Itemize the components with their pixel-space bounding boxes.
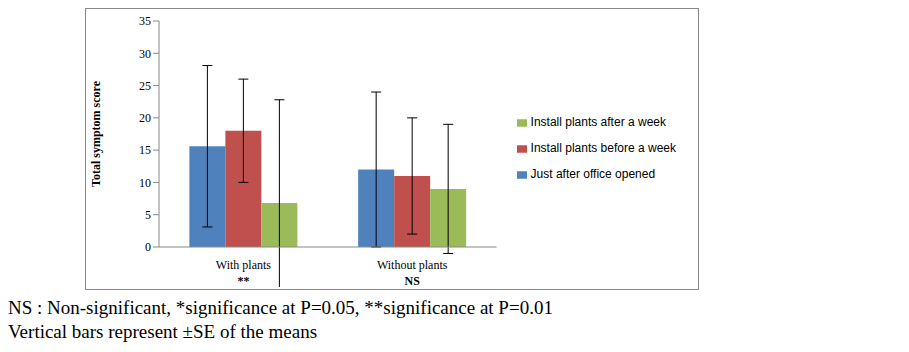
svg-text:20: 20 (139, 111, 151, 125)
html-text:Install plants after a week: Install plants after a week (530, 115, 666, 129)
html-text:NS : Non-significant, *signifi: NS : Non-significant, *significance at P… (8, 297, 553, 318)
svg-text:15: 15 (139, 143, 151, 157)
svg-text:With plants: With plants (216, 258, 272, 272)
svg-text:30: 30 (139, 47, 151, 61)
svg-text:5: 5 (145, 208, 151, 222)
html-text:Install plants before a week: Install plants before a week (530, 141, 676, 155)
svg-text:NS: NS (405, 274, 421, 287)
svg-text:Without plants: Without plants (377, 258, 448, 272)
svg-text:**: ** (237, 274, 249, 287)
html-text:Vertical bars represent ±SE of: Vertical bars represent ±SE of the means (8, 321, 317, 342)
svg-text:25: 25 (139, 79, 151, 93)
html-text:Just after office opened: Just after office opened (530, 167, 656, 181)
svg-text:35: 35 (139, 14, 151, 28)
svg-text:0: 0 (145, 240, 151, 254)
svg-text:Total symptom score: Total symptom score (89, 80, 103, 187)
svg-text:10: 10 (139, 176, 151, 190)
